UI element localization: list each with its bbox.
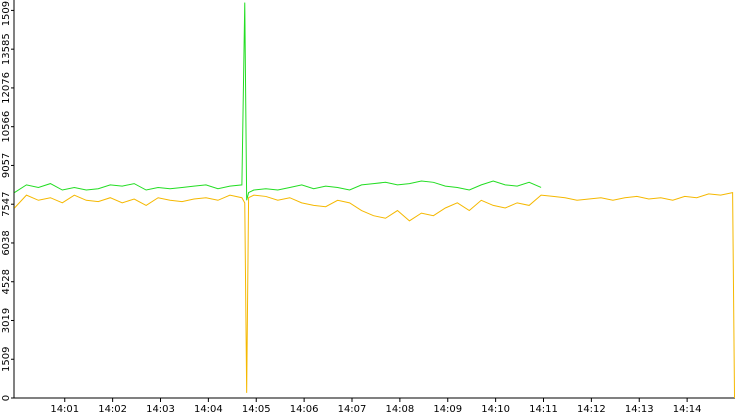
- series-line: [14, 2, 542, 201]
- x-tick-label: 14:12: [577, 404, 606, 415]
- x-tick-label: 14:14: [673, 404, 702, 415]
- y-tick-label: 12076: [1, 72, 12, 104]
- x-tick-label: 14:10: [481, 404, 510, 415]
- x-tick-label: 14:01: [50, 404, 79, 415]
- y-tick-label: 15095: [1, 0, 12, 26]
- x-tick-label: 14:03: [146, 404, 175, 415]
- series-line: [14, 191, 735, 399]
- y-tick-label: 0: [1, 395, 12, 401]
- y-tick-label: 10566: [1, 111, 12, 143]
- x-tick-label: 14:04: [194, 404, 223, 415]
- y-tick-label: 6038: [1, 230, 12, 255]
- x-tick-label: 14:02: [98, 404, 127, 415]
- y-tick-label: 7547: [1, 191, 12, 216]
- y-tick-label: 3019: [1, 308, 12, 333]
- x-tick-label: 14:06: [290, 404, 319, 415]
- y-tick-label: 13585: [1, 33, 12, 65]
- x-tick-label: 14:08: [385, 404, 414, 415]
- y-tick-label: 9057: [1, 153, 12, 178]
- y-tick-label: 4528: [1, 269, 12, 294]
- x-tick-label: 14:13: [625, 404, 654, 415]
- x-tick-label: 14:11: [529, 404, 558, 415]
- x-tick-label: 14:07: [338, 404, 367, 415]
- x-tick-label: 14:05: [242, 404, 271, 415]
- x-tick-label: 14:09: [433, 404, 462, 415]
- y-tick-label: 1509: [1, 347, 12, 372]
